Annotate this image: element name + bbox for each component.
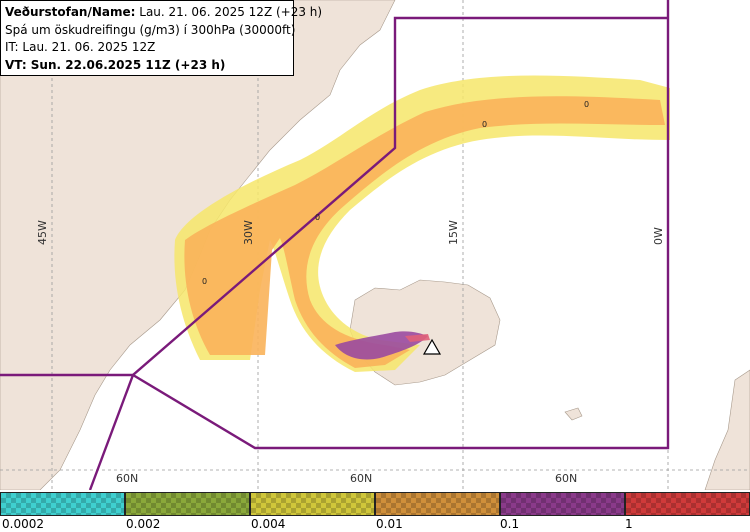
info-line-forecast: Spá um öskudreifingu (g/m3) í 300hPa (30… [5,22,296,37]
lat-label-2: 60N [350,472,372,485]
lat-label-3: 60N [555,472,577,485]
norway-coast [704,369,750,490]
lat-label-1: 60N [116,472,138,485]
ash-cloud-core [184,96,666,368]
faroe-island [564,407,583,421]
legend-segment [250,492,375,516]
legend-tick-label: 0.01 [376,517,403,531]
info-name-label: Veðurstofan/Name: [5,5,136,19]
volcano-marker [422,338,442,355]
legend-tick-label: 0.0002 [2,517,44,531]
legend-segment [625,492,750,516]
legend-bar [0,492,750,516]
legend-tick-label: 0.002 [126,517,161,531]
color-legend: 0.0002 0.002 0.004 0.01 0.1 1 [0,490,750,532]
legend-segment [500,492,625,516]
ash-high-concentration [335,331,428,360]
contour-label: 0 [315,213,320,222]
info-box: Veðurstofan/Name: Lau. 21. 06. 2025 12Z … [0,0,322,76]
forecast-boundary [0,0,670,490]
legend-segment [125,492,250,516]
legend-tick-label: 1 [625,517,633,531]
ash-very-high-concentration [405,334,430,342]
contour-label: 0 [584,100,589,109]
legend-tick-label: 0.1 [500,517,520,531]
info-line-valid-time: VT: Sun. 22.06.2025 11Z (+23 h) [5,57,226,72]
contour-label: 0 [202,277,207,286]
info-line-issue-time: IT: Lau. 21. 06. 2025 12Z [5,40,156,54]
ash-map: 45W 30W 15W 0W 60N 60N 60N 0 0 0 0 [0,0,750,490]
info-line-name: Veðurstofan/Name: Lau. 21. 06. 2025 12Z … [5,4,322,22]
lon-label-15w: 15W [447,220,460,245]
info-name-value: Lau. 21. 06. 2025 12Z (+23 h) [135,5,323,19]
contour-label: 0 [482,120,487,129]
lon-label-0w: 0W [652,227,665,245]
legend-segment [375,492,500,516]
lon-label-30w: 30W [242,220,255,245]
legend-segment [0,492,125,516]
legend-tick-label: 0.004 [251,517,286,531]
lon-label-45w: 45W [36,220,49,245]
